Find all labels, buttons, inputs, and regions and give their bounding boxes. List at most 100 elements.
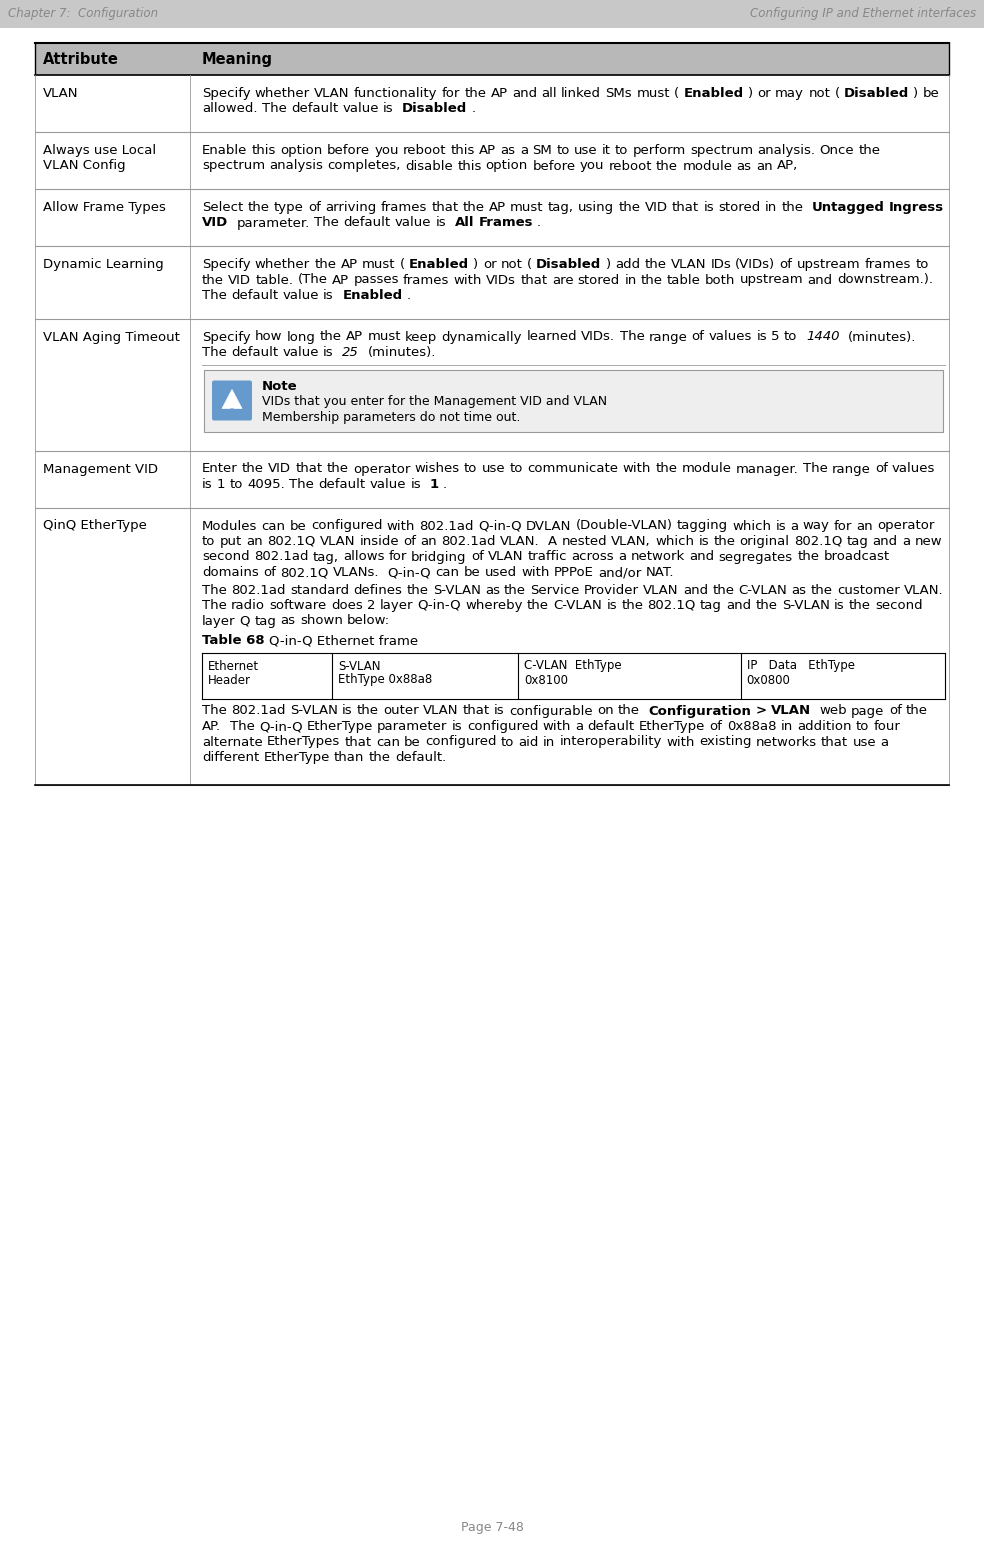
Text: allowed.: allowed. [202,103,258,115]
Text: upstream: upstream [740,274,803,286]
Text: be: be [923,87,940,100]
Text: bridging: bridging [411,550,466,563]
Text: The: The [620,331,645,344]
Text: a: a [902,535,910,547]
Text: VIDs.: VIDs. [582,331,615,344]
Text: across: across [572,550,614,563]
Text: customer: customer [837,583,899,597]
Text: option: option [280,145,323,157]
Text: is: is [436,216,446,230]
Text: 802.1Q: 802.1Q [794,535,842,547]
Text: and: and [808,274,832,286]
Text: is: is [704,201,714,215]
Text: default: default [231,347,278,359]
Text: interoperability: interoperability [560,736,662,748]
Text: .: . [537,216,541,230]
Text: VLAN: VLAN [320,535,355,547]
Text: module: module [681,462,731,476]
Text: (: ( [400,258,404,271]
Text: layer: layer [202,614,235,628]
Text: tagging: tagging [677,519,728,532]
Text: networks: networks [756,736,817,748]
Text: 802.1Q: 802.1Q [280,566,329,578]
Text: 0x0800: 0x0800 [747,673,790,686]
Bar [204,370,943,431]
Text: how: how [255,331,282,344]
Text: the: the [656,160,678,173]
Text: (: ( [674,87,679,100]
Text: default: default [291,103,338,115]
Text: network: network [631,550,685,563]
Text: configurable: configurable [509,704,592,717]
Text: The: The [202,583,227,597]
Text: Q-in-Q: Q-in-Q [478,519,522,532]
Bar [35,190,949,246]
Text: the: the [797,550,819,563]
Text: and/or: and/or [598,566,642,578]
Text: that: that [295,462,323,476]
Text: to: to [556,145,570,157]
Text: 802.1ad: 802.1ad [231,704,285,717]
Text: value: value [282,289,319,302]
Text: VID: VID [228,274,251,286]
Text: .: . [443,477,447,491]
Text: a: a [790,519,798,532]
Text: the: the [906,704,928,717]
Text: AP: AP [491,87,508,100]
Text: the: the [320,331,341,344]
Text: AP: AP [332,274,349,286]
Text: Q: Q [240,614,250,628]
Text: not: not [808,87,830,100]
Text: QinQ EtherType: QinQ EtherType [43,519,147,532]
Text: .: . [406,289,411,302]
Text: EtherType: EtherType [639,720,706,732]
Text: the: the [781,201,803,215]
Text: the: the [464,87,486,100]
Text: is: is [699,535,709,547]
Text: this: this [252,145,276,157]
Text: VIDs that you enter for the Management VID and VLAN: VIDs that you enter for the Management V… [262,395,607,409]
Text: the: the [357,704,379,717]
Text: addition: addition [797,720,851,732]
Text: VID: VID [202,216,228,230]
Text: The: The [803,462,828,476]
Text: must: must [362,258,396,271]
Text: Header: Header [208,673,251,686]
Text: downstream.).: downstream.). [837,274,933,286]
Text: Ingress: Ingress [889,201,944,215]
Text: EtherTypes: EtherTypes [267,736,340,748]
Text: default: default [231,289,278,302]
Text: Disabled: Disabled [536,258,601,271]
Text: VLAN: VLAN [43,87,79,100]
Text: Disabled: Disabled [843,87,909,100]
Text: the: the [314,258,337,271]
Text: used: used [485,566,517,578]
Text: is: is [324,289,334,302]
Text: The: The [202,347,227,359]
Text: 25: 25 [342,347,359,359]
Text: the: the [369,751,391,764]
Text: are: are [552,274,574,286]
Text: in: in [543,736,555,748]
Polygon shape [222,389,242,409]
Text: can: can [436,566,460,578]
Text: of: of [875,462,888,476]
Bar [35,451,949,507]
Text: for: for [389,550,407,563]
Text: the: the [756,599,777,613]
Text: using: using [579,201,614,215]
Text: VLAN: VLAN [488,550,523,563]
Text: Enabled: Enabled [342,289,402,302]
Text: broadcast: broadcast [824,550,890,563]
Text: the: the [621,599,644,613]
Text: Enabled: Enabled [409,258,469,271]
Text: linked: linked [561,87,601,100]
Text: inside: inside [359,535,399,547]
Text: use: use [482,462,506,476]
Text: C-VLAN: C-VLAN [553,599,602,613]
Text: Note: Note [262,379,297,392]
Text: which: which [655,535,695,547]
Text: AP: AP [340,258,357,271]
Text: tag,: tag, [313,550,338,563]
Text: PPPoE: PPPoE [554,566,593,578]
